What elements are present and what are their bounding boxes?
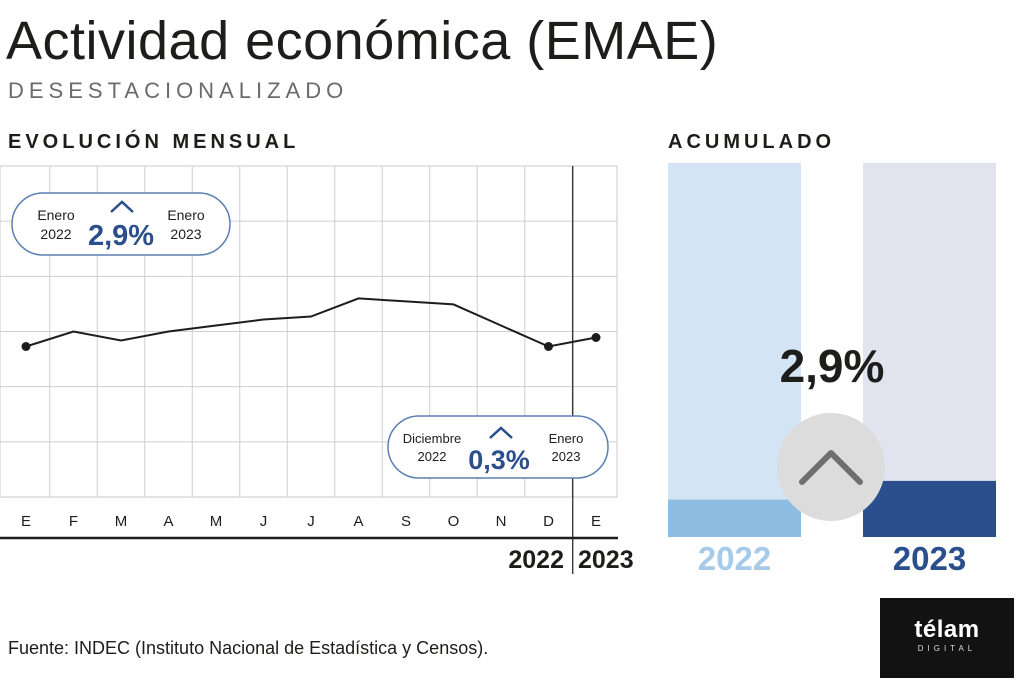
- callout-bottom-chevron-up-icon: [489, 426, 513, 439]
- x-tick-label: E: [21, 513, 31, 530]
- cumulative-value-label: 2,9%: [780, 340, 885, 392]
- callout-top-to-year: 2023: [170, 226, 201, 242]
- callout-top-frame: [11, 192, 231, 256]
- page-subtitle: DESESTACIONALIZADO: [8, 78, 349, 103]
- x-tick-label: D: [543, 513, 554, 530]
- bar-2023: [863, 480, 996, 537]
- series-point: [591, 333, 601, 342]
- x-tick-label: M: [115, 513, 128, 530]
- callout-bottom-from-year: 2022: [418, 449, 447, 464]
- bar-2022: [668, 499, 801, 537]
- telam-logo: télam DIGITAL: [880, 598, 1014, 678]
- callout-top: Enero 2022 2,9% Enero 2023: [11, 192, 231, 256]
- cumulative-chevron-up-icon: [777, 413, 885, 521]
- series-point: [544, 342, 553, 351]
- line-chart-series: [21, 297, 601, 351]
- callout-top-value: 2,9%: [88, 220, 154, 252]
- callout-bottom-from-month: Diciembre: [403, 431, 462, 446]
- bar-label-2023: 2023: [893, 540, 966, 577]
- callout-top-from-year: 2022: [40, 226, 71, 242]
- section-title-cumulative: ACUMULADO: [668, 131, 836, 153]
- year-label-2022: 2022: [508, 546, 564, 574]
- x-tick-label: F: [69, 513, 78, 530]
- series-point: [21, 342, 31, 351]
- page-title: Actividad económica (EMAE): [6, 11, 719, 71]
- x-tick-label: N: [496, 513, 507, 530]
- x-tick-label: J: [307, 513, 315, 530]
- x-tick-label: E: [591, 513, 601, 530]
- x-tick-label: O: [448, 513, 460, 530]
- bar-label-2022: 2022: [698, 540, 771, 577]
- series-line: [25, 297, 597, 348]
- callout-top-chevron-up-icon: [110, 200, 134, 213]
- x-tick-label: J: [260, 513, 268, 530]
- x-tick-label: A: [163, 513, 173, 530]
- logo-name: télam: [914, 616, 980, 643]
- bar-background: [863, 163, 996, 537]
- section-title-monthly: EVOLUCIÓN MENSUAL: [8, 131, 300, 153]
- callout-bottom-frame: [387, 415, 609, 479]
- callout-top-to-month: Enero: [167, 207, 205, 223]
- source-note: Fuente: INDEC (Instituto Nacional de Est…: [8, 638, 489, 658]
- callout-bottom-to-year: 2023: [552, 449, 581, 464]
- year-label-2023: 2023: [578, 546, 634, 574]
- callout-top-from-month: Enero: [37, 207, 75, 223]
- x-tick-label: A: [353, 513, 363, 530]
- x-tick-label: S: [401, 513, 411, 530]
- callout-bottom-value: 0,3%: [468, 445, 530, 475]
- callout-bottom: Diciembre 2022 0,3% Enero 2023: [387, 415, 609, 479]
- logo-sub: DIGITAL: [917, 644, 977, 653]
- callout-bottom-to-month: Enero: [549, 431, 584, 446]
- chevron-up-icon: [799, 450, 863, 485]
- x-tick-label: M: [210, 513, 223, 530]
- chevron-circle: [777, 413, 885, 521]
